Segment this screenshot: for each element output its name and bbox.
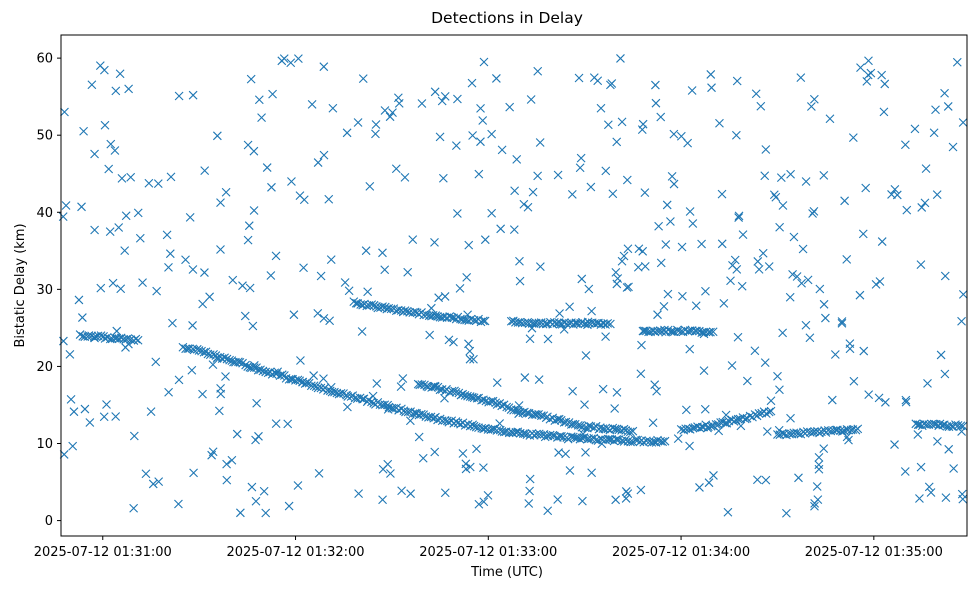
y-tick-label: 0 — [45, 514, 53, 529]
y-tick-label: 20 — [36, 360, 53, 375]
detections-chart: 2025-07-12 01:31:00 2025-07-12 01:32:00 20… — [0, 0, 979, 590]
x-tick-label: 2025-07-12 01:35:00 — [805, 545, 943, 560]
y-tick-label: 40 — [36, 206, 53, 221]
y-axis-label: Bistatic Delay (km) — [13, 223, 28, 347]
chart-title: Detections in Delay — [431, 9, 583, 27]
y-tick-label: 60 — [36, 52, 53, 67]
figure-background — [0, 0, 979, 590]
y-tick-label: 30 — [36, 283, 53, 298]
y-tick-label: 50 — [36, 129, 53, 144]
x-tick-label: 2025-07-12 01:32:00 — [226, 545, 364, 560]
x-tick-label: 2025-07-12 01:31:00 — [34, 545, 172, 560]
y-tick-label: 10 — [36, 437, 53, 452]
x-axis-label: Time (UTC) — [470, 565, 543, 580]
x-tick-label: 2025-07-12 01:33:00 — [419, 545, 557, 560]
x-tick-label: 2025-07-12 01:34:00 — [612, 545, 750, 560]
